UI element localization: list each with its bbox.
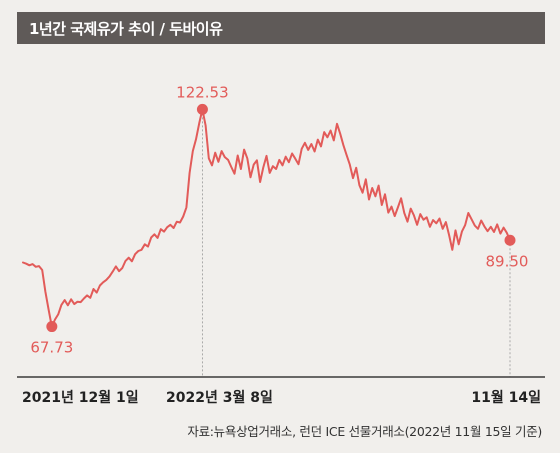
last-value-label: 89.50 <box>486 252 529 270</box>
source-note: 자료:뉴욕상업거래소, 런던 ICE 선물거래소(2022년 11월 15일 기… <box>187 424 542 439</box>
min-value-label: 67.73 <box>30 339 73 357</box>
data-labels: 67.73 122.53 89.50 <box>30 83 528 356</box>
min-point-marker <box>46 321 58 333</box>
chart-title: 1년간 국제유가 추이 / 두바이유 <box>29 20 223 38</box>
x-tick-label-end: 11월 14일 <box>471 389 541 406</box>
title-bar: 1년간 국제유가 추이 / 두바이유 <box>17 12 545 44</box>
max-value-label: 122.53 <box>176 83 229 101</box>
guide-lines <box>202 109 511 377</box>
series-line <box>22 108 511 328</box>
extreme-markers <box>46 103 516 333</box>
last-point-marker <box>504 234 516 246</box>
x-tick-label-start: 2021년 12월 1일 <box>22 389 139 406</box>
x-tick-label-peak: 2022년 3월 8일 <box>166 389 273 406</box>
max-point-marker <box>196 103 208 115</box>
